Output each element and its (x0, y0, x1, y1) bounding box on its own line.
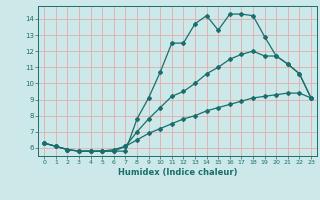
X-axis label: Humidex (Indice chaleur): Humidex (Indice chaleur) (118, 168, 237, 177)
